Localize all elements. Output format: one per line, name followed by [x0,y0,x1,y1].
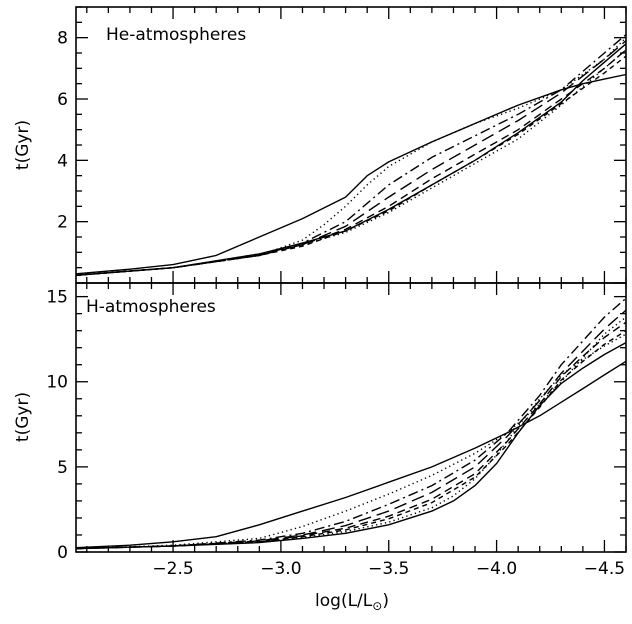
top-y-tick-label: 8 [57,29,68,49]
bottom-curve-dotted-2 [75,316,627,550]
top-curve-solid-0 [75,73,627,275]
bottom-y-tick-label: 5 [57,458,68,478]
top-curve-dotted-3 [75,49,627,276]
x-axis-title: log(L/L⊙) [315,591,389,613]
panel-he-atmospheres: 2 4 6 8 He-atmospheres t(Gyr) [13,6,627,284]
top-panel-title: He-atmospheres [106,25,246,45]
top-curve-dashdot-4 [75,34,627,276]
top-y-tick-label: 6 [57,90,68,110]
top-plot-frame [75,6,627,284]
bottom-curve-longdash-5 [75,309,627,550]
x-axis-title-subscript: ⊙ [372,599,382,613]
top-curve-longdash-5 [75,40,627,276]
bottom-curve-solid-0 [75,360,627,549]
x-tick-label: −2.5 [152,559,193,579]
bottom-y-tick-label: 15 [46,288,68,308]
x-tick-label: −3.0 [260,559,301,579]
panel-h-atmospheres: 0 5 10 15 −2.5 −3.0 −3.5 −4.0 −4.5 H-atmospheres… [13,282,627,613]
x-tick-label: −4.5 [584,559,625,579]
bottom-panel-title: H-atmospheres [86,297,216,317]
bottom-curve-shortdash-7 [75,330,627,550]
bottom-curves [75,297,627,550]
bottom-y-axis-title: t(Gyr) [13,392,33,442]
top-tick-marks [76,6,627,284]
top-curve-solid-1 [75,43,627,276]
bottom-curve-dotted-3 [75,333,627,550]
bottom-curve-solid-1 [75,341,627,550]
top-curves [75,34,627,276]
bottom-curve-dashed-6 [75,321,627,550]
bottom-plot-frame [75,282,627,553]
x-tick-label: −4.0 [476,559,517,579]
top-curve-dashed-6 [75,49,627,276]
bottom-y-tick-label: 10 [46,373,68,393]
top-y-tick-label: 4 [57,151,68,171]
top-y-tick-label: 2 [57,213,68,233]
top-y-tick-labels: 2 4 6 8 [57,29,68,233]
bottom-tick-marks [76,283,627,553]
top-curve-dotted-2 [75,37,627,276]
bottom-tick-labels: 0 5 10 15 −2.5 −3.0 −3.5 −4.0 −4.5 [46,288,625,579]
x-axis-title-main: log(L/L [315,591,373,611]
top-y-axis-title: t(Gyr) [13,120,33,170]
x-tick-label: −3.5 [368,559,409,579]
bottom-curve-dashdot-4 [75,297,627,550]
bottom-y-tick-label: 0 [57,543,68,563]
top-curve-shortdash-7 [75,55,627,276]
x-axis-title-suffix: ) [382,591,389,611]
